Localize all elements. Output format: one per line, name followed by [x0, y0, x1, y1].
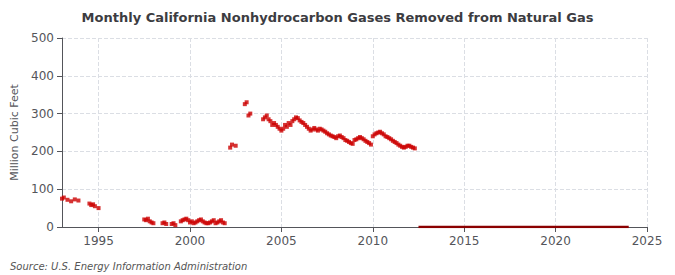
svg-text:100: 100 — [31, 182, 54, 196]
svg-text:2000: 2000 — [175, 234, 206, 248]
svg-text:Source: U.S. Energy Informatio: Source: U.S. Energy Information Administ… — [10, 261, 247, 272]
svg-text:1995: 1995 — [83, 234, 114, 248]
svg-text:0: 0 — [46, 220, 54, 234]
svg-text:400: 400 — [31, 69, 54, 83]
svg-text:2005: 2005 — [266, 234, 297, 248]
svg-text:2010: 2010 — [358, 234, 389, 248]
svg-text:Million Cubic Feet: Million Cubic Feet — [8, 83, 21, 180]
svg-text:Monthly California Nonhydrocar: Monthly California Nonhydrocarbon Gases … — [82, 10, 594, 25]
svg-text:500: 500 — [31, 31, 54, 45]
svg-text:300: 300 — [31, 107, 54, 121]
svg-text:2020: 2020 — [540, 234, 571, 248]
svg-text:2025: 2025 — [632, 234, 663, 248]
svg-text:200: 200 — [31, 144, 54, 158]
svg-text:2015: 2015 — [449, 234, 480, 248]
